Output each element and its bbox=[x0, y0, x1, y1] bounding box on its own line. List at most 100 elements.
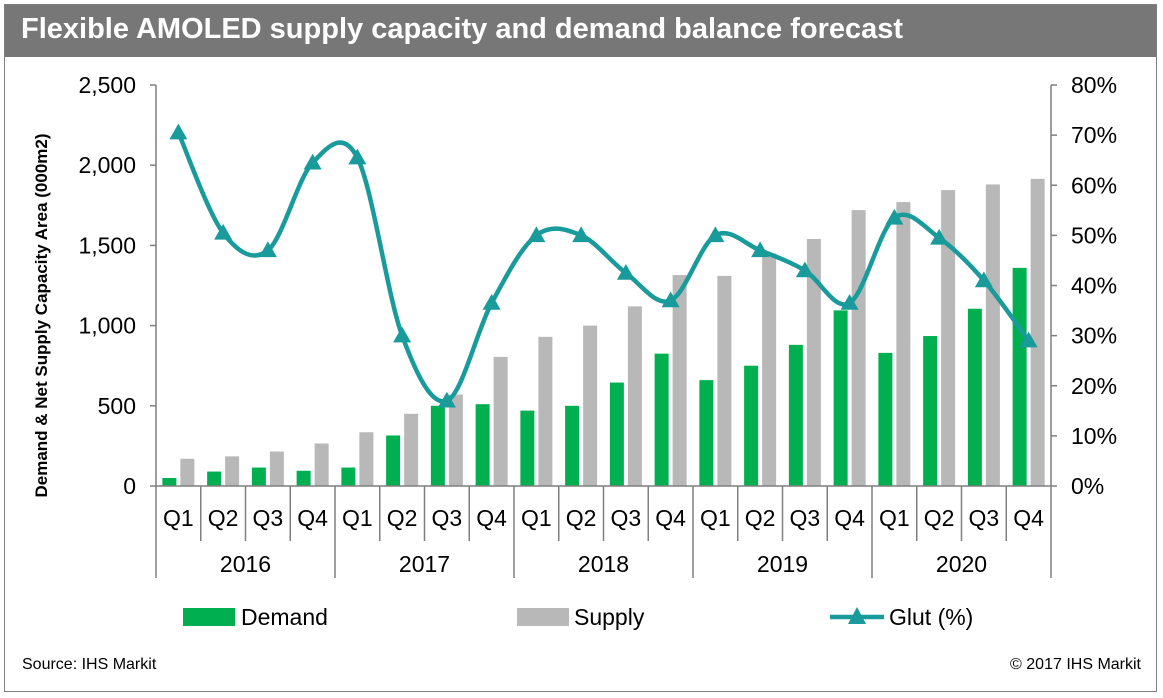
demand-bar bbox=[162, 477, 177, 486]
x-tick-label: Q3 bbox=[969, 505, 1000, 531]
legend-supply-label: Supply bbox=[574, 604, 645, 630]
x-tick-label: Q3 bbox=[611, 505, 642, 531]
x-tick-label: Q1 bbox=[700, 505, 731, 531]
x-tick-label: Q1 bbox=[879, 505, 910, 531]
x-year-label: 2018 bbox=[578, 551, 629, 577]
y-tick-label-left: 1,500 bbox=[78, 232, 136, 258]
glut-marker bbox=[169, 123, 188, 140]
supply-bar bbox=[672, 275, 687, 486]
supply-bar bbox=[493, 356, 508, 486]
x-tick-label: Q1 bbox=[521, 505, 552, 531]
legend-demand-swatch bbox=[183, 608, 235, 626]
supply-bar bbox=[627, 306, 642, 486]
demand-bar bbox=[923, 336, 938, 486]
glut-marker bbox=[214, 223, 233, 240]
x-tick-label: Q2 bbox=[924, 505, 955, 531]
x-tick-label: Q4 bbox=[834, 505, 865, 531]
demand-bar bbox=[430, 405, 445, 486]
y-tick-label-left: 0 bbox=[123, 473, 136, 499]
x-year-label: 2019 bbox=[757, 551, 808, 577]
demand-bar bbox=[520, 410, 535, 486]
x-year-label: 2020 bbox=[936, 551, 987, 577]
supply-bar bbox=[314, 443, 329, 486]
x-tick-label: Q3 bbox=[790, 505, 821, 531]
supply-bar bbox=[448, 394, 463, 486]
supply-bar bbox=[896, 202, 911, 487]
x-tick-label: Q3 bbox=[432, 505, 463, 531]
glut-marker bbox=[437, 391, 456, 408]
demand-bar bbox=[565, 405, 580, 486]
demand-bar bbox=[699, 380, 714, 486]
supply-bar bbox=[404, 413, 419, 486]
legend-glut-label: Glut (%) bbox=[889, 604, 973, 630]
glut-marker bbox=[885, 208, 904, 225]
demand-bar bbox=[207, 471, 222, 486]
x-tick-label: Q4 bbox=[1013, 505, 1044, 531]
copyright-note: © 2017 IHS Markit bbox=[1010, 656, 1141, 673]
glut-marker bbox=[795, 261, 814, 278]
supply-bar bbox=[762, 253, 777, 486]
y-tick-label-right: 30% bbox=[1071, 323, 1117, 349]
supply-bar bbox=[851, 210, 866, 486]
demand-bar bbox=[609, 382, 624, 486]
y-tick-label-right: 60% bbox=[1071, 172, 1117, 198]
y-tick-label-right: 20% bbox=[1071, 373, 1117, 399]
y-tick-label-right: 10% bbox=[1071, 423, 1117, 449]
demand-bar bbox=[788, 344, 803, 486]
glut-marker bbox=[303, 153, 322, 170]
glut-marker bbox=[930, 228, 949, 245]
glut-marker bbox=[393, 326, 412, 343]
supply-bar bbox=[806, 238, 821, 486]
supply-bar bbox=[583, 325, 598, 486]
y-axis-title: Demand & Net Supply Capacity Area (000m2… bbox=[32, 133, 51, 497]
demand-bar bbox=[878, 352, 893, 486]
y-tick-label-left: 2,500 bbox=[78, 72, 136, 98]
y-tick-label-left: 1,000 bbox=[78, 313, 136, 339]
supply-bar bbox=[1030, 178, 1045, 487]
y-tick-label-right: 0% bbox=[1071, 473, 1104, 499]
demand-bar bbox=[296, 470, 311, 486]
chart-frame bbox=[4, 4, 1157, 692]
source-note: Source: IHS Markit bbox=[22, 656, 157, 673]
legend-supply-swatch bbox=[517, 608, 569, 626]
supply-bar bbox=[941, 190, 956, 486]
glut-marker bbox=[527, 226, 546, 243]
demand-bar bbox=[744, 365, 759, 486]
x-tick-label: Q4 bbox=[476, 505, 507, 531]
legend-demand-label: Demand bbox=[241, 604, 328, 630]
glut-marker bbox=[751, 241, 770, 258]
x-year-label: 2016 bbox=[220, 551, 271, 577]
demand-bar bbox=[341, 467, 356, 486]
x-tick-label: Q2 bbox=[566, 505, 597, 531]
glut-marker bbox=[616, 263, 635, 280]
supply-bar bbox=[717, 275, 732, 486]
x-tick-label: Q1 bbox=[163, 505, 194, 531]
glut-marker bbox=[661, 291, 680, 308]
y-tick-label-right: 80% bbox=[1071, 72, 1117, 98]
x-tick-label: Q3 bbox=[253, 505, 284, 531]
glut-marker bbox=[482, 294, 501, 310]
x-tick-label: Q4 bbox=[655, 505, 686, 531]
supply-bar bbox=[538, 336, 553, 486]
y-tick-label-left: 500 bbox=[98, 393, 136, 419]
legend-glut-marker bbox=[848, 607, 866, 624]
demand-bar bbox=[967, 308, 982, 486]
x-tick-label: Q2 bbox=[387, 505, 418, 531]
demand-bar bbox=[654, 353, 669, 486]
y-tick-label-right: 40% bbox=[1071, 273, 1117, 299]
y-tick-label-right: 50% bbox=[1071, 222, 1117, 248]
x-tick-label: Q1 bbox=[342, 505, 373, 531]
glut-marker bbox=[572, 226, 591, 243]
supply-bar bbox=[269, 451, 284, 486]
demand-bar bbox=[1012, 267, 1027, 486]
y-tick-label-right: 70% bbox=[1071, 122, 1117, 148]
glut-marker bbox=[706, 226, 725, 243]
y-tick-label-left: 2,000 bbox=[78, 152, 136, 178]
x-tick-label: Q4 bbox=[297, 505, 328, 531]
supply-bar bbox=[985, 184, 1000, 486]
glut-marker bbox=[258, 241, 277, 258]
x-tick-label: Q2 bbox=[745, 505, 776, 531]
demand-bar bbox=[251, 467, 266, 486]
x-tick-label: Q2 bbox=[208, 505, 239, 531]
